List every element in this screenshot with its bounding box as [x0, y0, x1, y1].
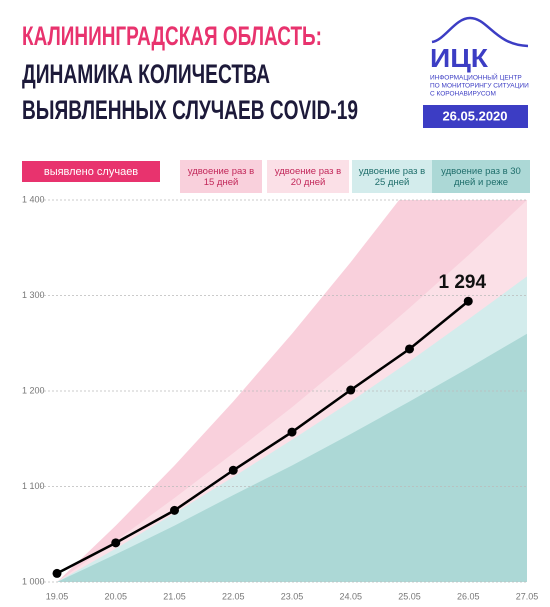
x-tick-label: 22.05: [222, 591, 245, 601]
x-tick-label: 21.05: [163, 591, 186, 601]
title-line: КАЛИНИНГРАДСКАЯ ОБЛАСТЬ:: [22, 21, 322, 51]
y-tick-label: 1 200: [22, 385, 45, 395]
legend-swatch: [22, 161, 160, 182]
logo-text: С КОРОНАВИРУСОМ: [430, 91, 496, 98]
x-tick-label: 26.05: [457, 591, 480, 601]
logo-text: ИНФОРМАЦИОННЫЙ ЦЕНТР: [430, 73, 522, 82]
data-label: 1 294: [438, 272, 486, 293]
x-tick-label: 23.05: [281, 591, 304, 601]
band-area: [57, 333, 527, 582]
date-box: [423, 105, 528, 128]
y-tick-label: 1 300: [22, 290, 45, 300]
x-tick-label: 20.05: [104, 591, 127, 601]
data-point: [346, 385, 356, 395]
logo-mark: ИЦК: [430, 43, 488, 73]
legend-band: удвоение раз в 30 дней и реже: [432, 160, 530, 193]
legend-band: удвоение раз в 25 дней: [352, 160, 432, 193]
logo-text: ПО МОНИТОРИНГУ СИТУАЦИИ: [430, 83, 529, 90]
y-tick-label: 1 400: [22, 194, 45, 204]
data-point: [287, 427, 297, 437]
title-line: ВЫЯВЛЕННЫХ СЛУЧАЕВ COVID-19: [22, 95, 358, 125]
x-tick-label: 24.05: [339, 591, 362, 601]
legend-band: удвоение раз в 20 дней: [267, 160, 349, 193]
data-point: [228, 465, 238, 475]
y-tick-label: 1 000: [22, 576, 45, 586]
legend-label: выявлено случаев: [44, 166, 138, 178]
x-tick-label: 27.05: [516, 591, 539, 601]
data-point: [463, 296, 473, 306]
date: 26.05.2020: [442, 108, 507, 123]
data-point: [405, 344, 414, 354]
legend-band: удвоение раз в 15 дней: [180, 160, 262, 193]
y-tick-label: 1 100: [22, 481, 45, 491]
data-point: [170, 505, 179, 515]
x-tick-label: 25.05: [398, 591, 421, 601]
data-line: [56, 300, 470, 575]
data-point: [111, 538, 121, 548]
title-line: ДИНАМИКА КОЛИЧЕСТВА: [22, 59, 270, 89]
data-point: [52, 568, 62, 578]
x-tick-label: 19.05: [46, 591, 69, 601]
logo-wave: [431, 16, 529, 48]
